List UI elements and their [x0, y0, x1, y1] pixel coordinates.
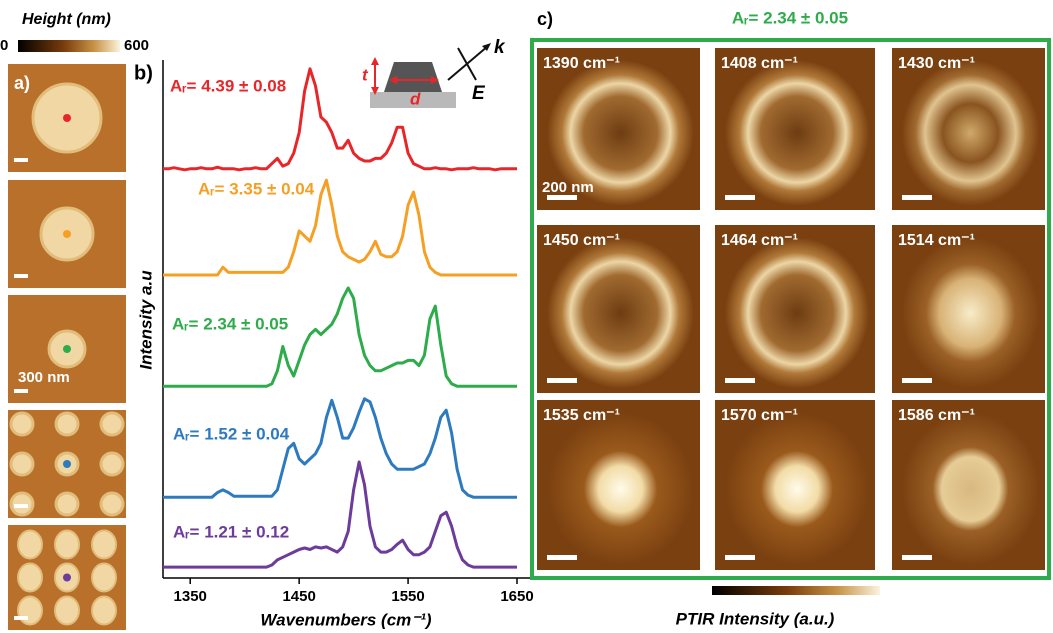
- x-axis-label: Wavenumbers (cm⁻¹): [260, 610, 431, 629]
- scale-bar: [547, 555, 577, 560]
- series-label: Aᵣ= 2.34 ± 0.05: [172, 314, 288, 333]
- x-tick-label: 1550: [391, 588, 424, 605]
- x-tick-label: 1350: [174, 588, 207, 605]
- spectrum: [163, 67, 517, 172]
- spectrum: [163, 397, 517, 499]
- spectrum: [163, 178, 517, 277]
- marker-dot: [63, 345, 71, 353]
- ptir-signal: [547, 412, 694, 566]
- tile-label: 1430 cm⁻¹: [898, 55, 975, 72]
- colorbar-title: Height (nm): [22, 11, 111, 28]
- scale-bar: [14, 616, 28, 620]
- x-tick-label: 1450: [282, 588, 315, 605]
- colorbar: [18, 40, 120, 52]
- series-label: Aᵣ= 1.21 ± 0.12: [173, 522, 289, 541]
- tile-label: 1408 cm⁻¹: [721, 55, 798, 72]
- marker-dot: [63, 114, 71, 122]
- inset-schematic: [370, 43, 491, 108]
- frame: [530, 38, 1051, 580]
- colorbar-min: 0: [0, 37, 8, 54]
- marker-dot: [63, 230, 71, 238]
- series-label: Aᵣ= 4.39 ± 0.08: [170, 76, 286, 95]
- ptir-signal: [725, 237, 869, 389]
- scale-bar: [902, 555, 932, 560]
- ptir-signal: [901, 237, 1040, 389]
- scale-bar: [14, 389, 28, 393]
- nanodisk: [91, 529, 117, 560]
- marker-dot: [63, 460, 71, 468]
- marker-dot: [63, 573, 71, 582]
- inset-label: k: [494, 37, 506, 58]
- tile-label: 1570 cm⁻¹: [721, 407, 798, 424]
- y-axis-label: Intensity a.u: [136, 270, 155, 370]
- nanodisk: [17, 529, 43, 560]
- inset-label: d: [410, 89, 421, 108]
- spectrum: [163, 460, 517, 569]
- ptir-signal: [547, 60, 694, 206]
- scale-bar: [14, 274, 28, 278]
- nanodisk: [9, 451, 35, 477]
- scale-bar: [725, 555, 755, 560]
- ptir-signal: [725, 412, 869, 566]
- nanodisk: [99, 451, 125, 477]
- nanodisk: [54, 411, 80, 437]
- x-tick-label: 1650: [500, 588, 533, 605]
- scale-bar: [902, 195, 932, 200]
- tile-label: 1450 cm⁻¹: [543, 232, 620, 249]
- panel-label: b): [134, 62, 153, 84]
- nanodisk: [91, 595, 117, 626]
- scale-bar: [547, 195, 577, 200]
- tile-label: 1535 cm⁻¹: [543, 407, 620, 424]
- nanodisk: [9, 411, 35, 437]
- colorbar-title: PTIR Intensity (a.u.): [676, 609, 835, 628]
- panel-label: c): [537, 9, 553, 29]
- nanodisk: [99, 491, 125, 517]
- panel-a: [8, 64, 126, 630]
- scale-bar: [547, 378, 577, 383]
- scale-bar: [725, 378, 755, 383]
- ptir-signal: [725, 60, 869, 206]
- tile-label: 1390 cm⁻¹: [543, 55, 620, 72]
- colorbar: [712, 586, 880, 595]
- tile-label: 1514 cm⁻¹: [898, 232, 975, 249]
- ptir-signal: [547, 237, 694, 389]
- scale-label: 200 nm: [542, 179, 594, 196]
- nanodisk: [17, 562, 43, 593]
- nanodisk: [17, 595, 43, 626]
- nanodisk: [91, 562, 117, 593]
- scale-bar: [14, 158, 28, 162]
- panel-label: a): [14, 73, 30, 93]
- panel-c: 1390 cm⁻¹ 1408 cm⁻¹ 1430 cm⁻¹ 1450 cm⁻¹ 1464…: [537, 48, 1045, 570]
- tile-label: 1464 cm⁻¹: [721, 232, 798, 249]
- panel-title: Aᵣ= 2.34 ± 0.05: [732, 8, 848, 27]
- colorbar-max: 600: [124, 37, 149, 54]
- scale-bar: [14, 504, 28, 508]
- nanodisk: [54, 595, 80, 626]
- nanodisk: [99, 411, 125, 437]
- scale-bar: [725, 195, 755, 200]
- plot: 1350 1450 1550 1650 Aᵣ= 4.39 ± 0.08 Aᵣ= 3.35 …: [163, 67, 534, 605]
- inset-label: t: [362, 65, 369, 84]
- series-label: Aᵣ= 1.52 ± 0.04: [173, 424, 290, 443]
- scale-label: 300 nm: [18, 369, 70, 386]
- nanodisk: [54, 491, 80, 517]
- ptir-signal: [901, 412, 1040, 566]
- nanodisk: [54, 529, 80, 560]
- spectrum: [163, 286, 517, 388]
- tile-label: 1586 cm⁻¹: [898, 407, 975, 424]
- ptir-signal: [901, 60, 1040, 206]
- series-label: Aᵣ= 3.35 ± 0.04: [198, 179, 315, 198]
- inset-label: E: [472, 83, 486, 104]
- scale-bar: [902, 378, 932, 383]
